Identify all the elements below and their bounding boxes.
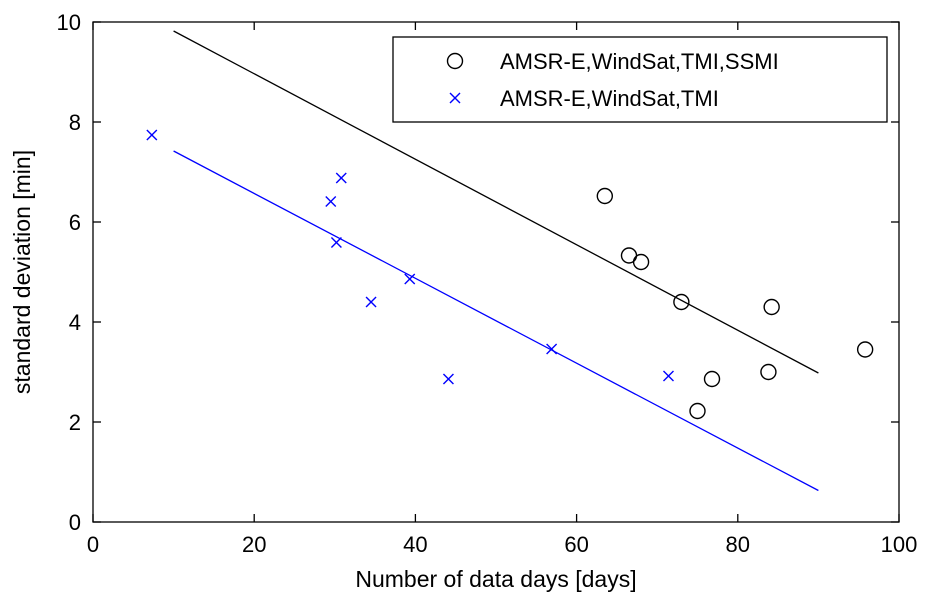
y-tick-label: 2 (69, 410, 81, 435)
data-point-circle (703, 370, 721, 388)
y-tick-label: 4 (69, 310, 81, 335)
data-point-circle (763, 298, 780, 316)
data-point-x (546, 343, 558, 355)
data-point-x (442, 373, 454, 385)
x-axis-label: Number of data days [days] (355, 566, 636, 592)
legend-x-symbol (449, 92, 461, 104)
data-point-circle (673, 293, 690, 311)
legend-label-1: AMSR-E,WindSat,TMI (500, 86, 719, 111)
data-point-circle (596, 187, 614, 205)
x-tick-label: 0 (87, 532, 99, 557)
legend-box (392, 36, 888, 123)
data-point-circle (632, 253, 650, 271)
data-point-x (335, 172, 347, 184)
axis-ticks: 0 20 40 60 80 100 0 2 4 6 8 10 (57, 10, 918, 557)
data-point-x (330, 237, 342, 248)
y-tick-label: 10 (57, 10, 81, 35)
data-point-x (404, 273, 416, 285)
data-point-x (662, 370, 674, 382)
legend-marker-circle (446, 52, 464, 70)
fit-line-series-1 (173, 150, 819, 492)
data-point-x (146, 129, 158, 141)
data-markers (146, 129, 874, 420)
legend-marker-x (449, 92, 461, 104)
data-point-circle (689, 402, 706, 420)
x-tick-label: 100 (881, 532, 918, 557)
legend-label-0: AMSR-E,WindSat,TMI,SSMI (500, 49, 779, 74)
y-tick-label: 8 (69, 110, 81, 135)
data-point-circle (856, 341, 874, 358)
data-point-x (365, 296, 377, 308)
data-point-x (325, 196, 337, 207)
x-tick-label: 40 (403, 532, 427, 557)
legend: AMSR-E,WindSat,TMI,SSMI AMSR-E,WindSat,T… (392, 36, 888, 123)
x-tick-label: 20 (242, 532, 266, 557)
fit-line-series-0 (173, 30, 819, 374)
fit-lines (173, 30, 819, 492)
y-tick-label: 0 (69, 510, 81, 535)
x-tick-label: 80 (726, 532, 750, 557)
y-axis-label: standard deviation [min] (9, 150, 35, 394)
x-tick-label: 60 (564, 532, 588, 557)
legend-circle-symbol (446, 52, 464, 70)
data-point-circle (760, 363, 777, 381)
y-tick-label: 6 (69, 210, 81, 235)
